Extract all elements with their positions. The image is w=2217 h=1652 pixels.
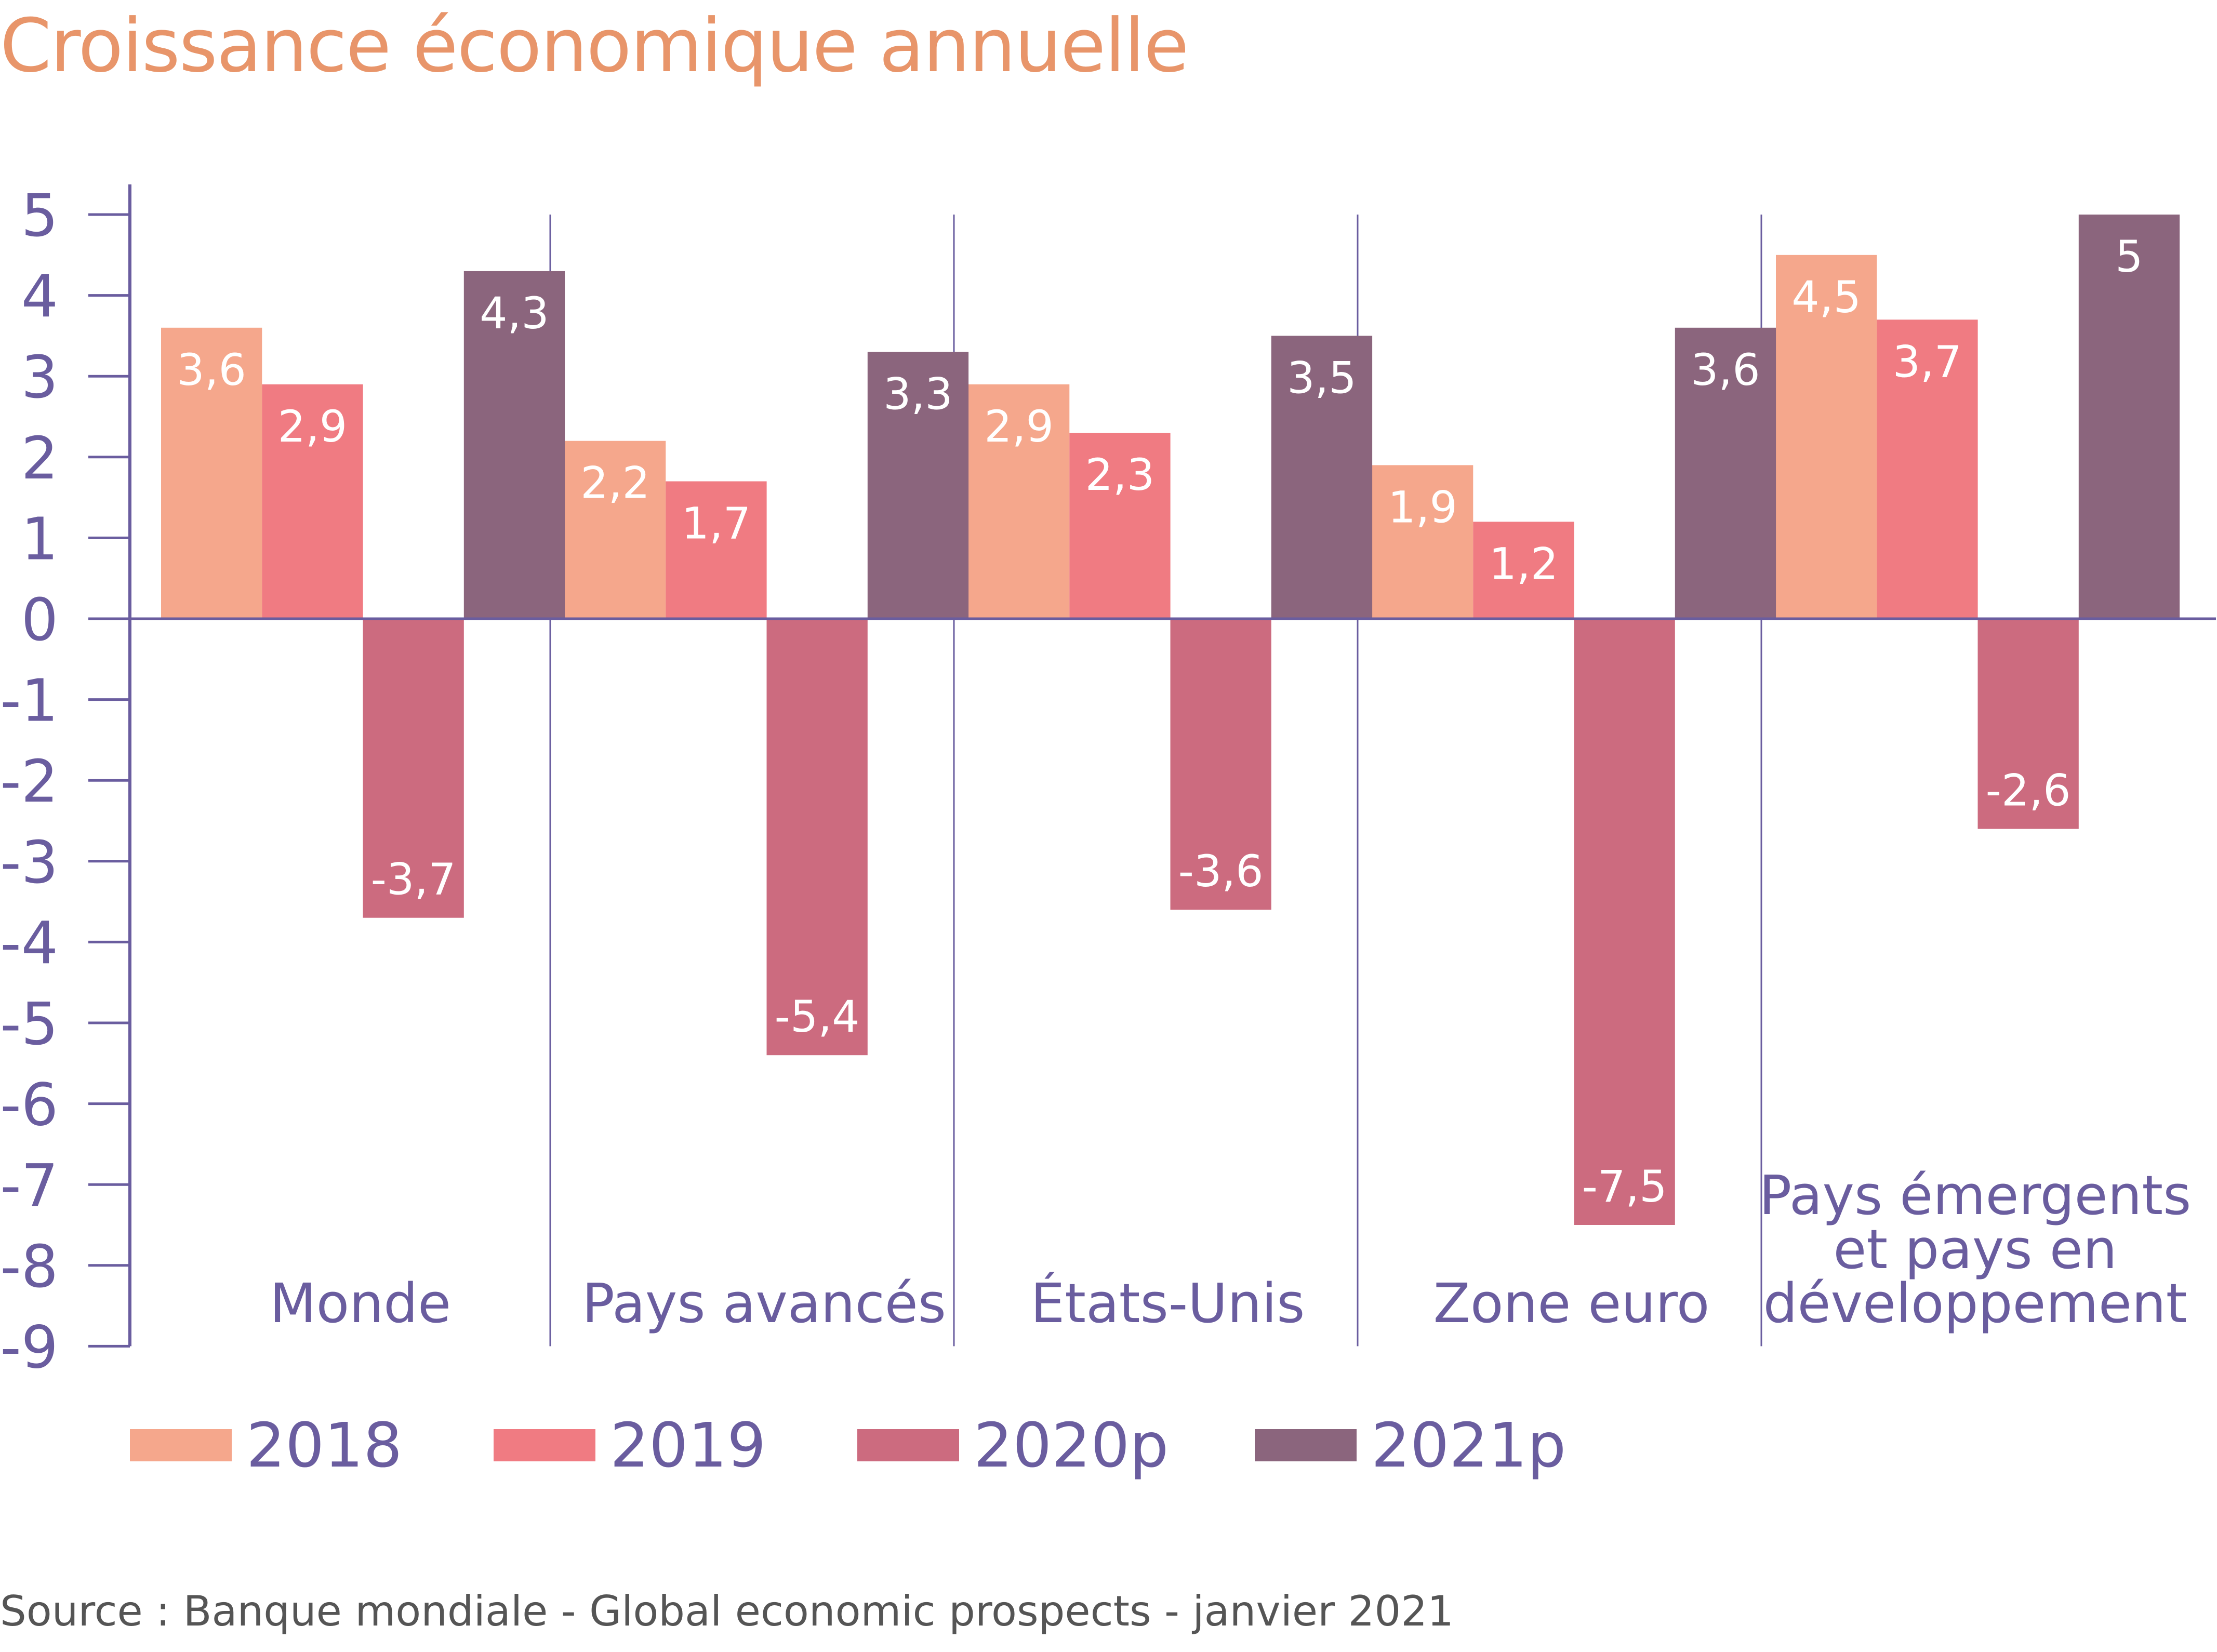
category-label: et pays en [1833, 1218, 2117, 1281]
bar-2018 [565, 441, 666, 619]
y-tick-label: 4 [21, 263, 58, 331]
y-axis: 5 4 3 2 1 0 -1 -2 -3 -4 -5 -6 -7 -8 -9 [0, 182, 131, 1381]
data-label: 1,7 [682, 498, 751, 549]
bar-2020p [766, 619, 868, 1056]
data-label: -2,6 [1986, 765, 2071, 816]
data-label: 1,9 [1388, 482, 1457, 532]
legend-item-2021p: 2021p [1255, 1409, 1566, 1481]
bar-2021p [867, 352, 969, 619]
y-tick-label: 3 [21, 344, 58, 411]
y-tick-label: -7 [0, 1152, 58, 1220]
bar-2019 [1877, 319, 1978, 619]
legend-label-2018: 2018 [246, 1409, 403, 1481]
data-label: 3,6 [1691, 344, 1760, 395]
bar-2018 [968, 384, 1070, 619]
data-label: 2,3 [1085, 449, 1155, 500]
legend-swatch-2020p [857, 1429, 959, 1461]
bar-2021p [1675, 327, 1776, 619]
category-label: Pays émergents [1759, 1164, 2192, 1227]
y-tick-label: -1 [0, 668, 58, 735]
legend-swatch-2018 [130, 1429, 232, 1461]
data-label: 4,5 [1791, 272, 1861, 323]
bar-2021p [463, 271, 565, 619]
y-tick-label: -6 [0, 1072, 58, 1139]
legend-swatch-2019 [494, 1429, 595, 1461]
data-label: 3,7 [1893, 336, 1962, 387]
legend-item-2019: 2019 [494, 1409, 766, 1481]
data-label: 2,9 [278, 401, 348, 452]
data-label: -5,4 [775, 991, 860, 1042]
category-labels: Monde Pays avancés États-Unis Zone euro Pays… [270, 1164, 2191, 1335]
y-tick-label: -5 [0, 991, 58, 1058]
y-tick-label: 1 [21, 505, 58, 573]
data-label: 2,9 [984, 401, 1054, 452]
category-label: développement [1763, 1272, 2187, 1335]
bar-2019 [666, 481, 767, 619]
category-label: États-Unis [1031, 1272, 1305, 1335]
legend-item-2020p: 2020p [857, 1409, 1169, 1481]
data-label: 4,3 [480, 288, 549, 339]
legend-swatch-2021p [1255, 1429, 1357, 1461]
data-labels: 3,6 2,2 2,9 1,9 4,5 2,9 1,7 2,3 1,2 3,7 -3,7 -5,4 -3… [177, 231, 2143, 1212]
bar-2019 [262, 384, 363, 619]
data-label: -3,6 [1178, 846, 1264, 897]
bars [161, 215, 2180, 1225]
y-tick-label: -4 [0, 910, 58, 977]
data-label: 1,2 [1489, 538, 1559, 589]
category-label: Pays avancés [582, 1272, 946, 1335]
bar-chart: 5 4 3 2 1 0 -1 -2 -3 -4 -5 -6 -7 -8 -9 3,6 2,2 2,9 1,9 4,5… [0, 182, 2216, 1381]
legend-label-2021p: 2021p [1371, 1409, 1566, 1481]
data-label: 3,5 [1287, 352, 1357, 403]
y-tick-label: -8 [0, 1233, 58, 1301]
bar-2020p [363, 619, 464, 918]
y-tick-label: 0 [21, 587, 58, 654]
bar-2018 [161, 327, 262, 619]
bar-2018 [1372, 465, 1473, 619]
source-note: Source : Banque mondiale - Global econom… [0, 1587, 1454, 1635]
bar-2020p [1574, 619, 1675, 1225]
y-tick-label: -3 [0, 829, 58, 897]
bar-2019 [1069, 433, 1171, 619]
data-label: 2,2 [580, 458, 650, 509]
legend-item-2018: 2018 [130, 1409, 402, 1481]
legend-label-2020p: 2020p [974, 1409, 1169, 1481]
legend-label-2019: 2019 [610, 1409, 766, 1481]
data-label: 3,3 [883, 369, 953, 420]
bar-2021p [1271, 336, 1373, 619]
bar-2020p [1170, 619, 1271, 910]
bar-2019 [1473, 522, 1574, 619]
y-tick-label: 5 [21, 182, 58, 250]
y-tick-label: -2 [0, 748, 58, 816]
data-label: 3,6 [177, 344, 246, 395]
data-label: 5 [2115, 231, 2143, 282]
bar-2021p [2078, 215, 2180, 619]
data-label: -7,5 [1582, 1161, 1667, 1212]
y-tick-label: -9 [0, 1314, 58, 1381]
chart-title: Croissance économique annuelle [0, 3, 1189, 89]
category-label: Zone euro [1433, 1272, 1710, 1335]
bar-2020p [1977, 619, 2079, 829]
category-label: Monde [270, 1272, 451, 1335]
data-label: -3,7 [371, 854, 456, 905]
y-tick-label: 2 [21, 425, 58, 492]
bar-2018 [1776, 255, 1877, 619]
